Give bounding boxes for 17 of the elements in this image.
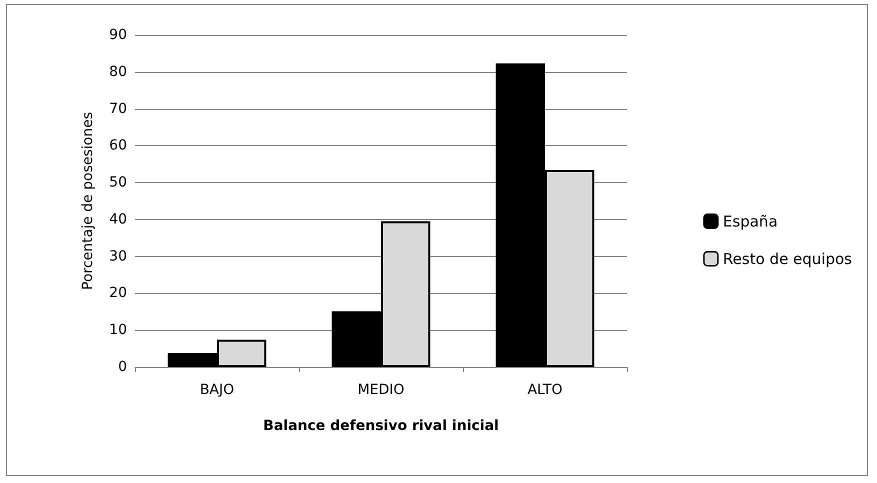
y-tick-label: 70 — [109, 100, 127, 117]
x-tick-label: BAJO — [200, 382, 234, 398]
y-tick-label: 10 — [109, 322, 127, 338]
y-tick-label: 50 — [109, 174, 127, 191]
y-tick-label: 90 — [109, 27, 127, 43]
y-tick-label: 80 — [109, 64, 127, 80]
x-tick-label: ALTO — [527, 382, 563, 398]
x-axis-title: Balance defensivo rival inicial — [263, 418, 499, 434]
legend-label: España — [722, 212, 778, 230]
y-tick-label: 40 — [109, 211, 127, 228]
x-tick-label: MEDIO — [358, 382, 404, 398]
y-tick-label: 60 — [109, 138, 127, 154]
y-tick-label: 20 — [109, 285, 127, 302]
y-axis-title: Porcentaje de posesiones — [80, 112, 96, 290]
y-tick-label: 0 — [118, 359, 127, 375]
y-tick-label: 30 — [109, 248, 127, 264]
legend-label: Resto de equipos — [722, 250, 852, 268]
